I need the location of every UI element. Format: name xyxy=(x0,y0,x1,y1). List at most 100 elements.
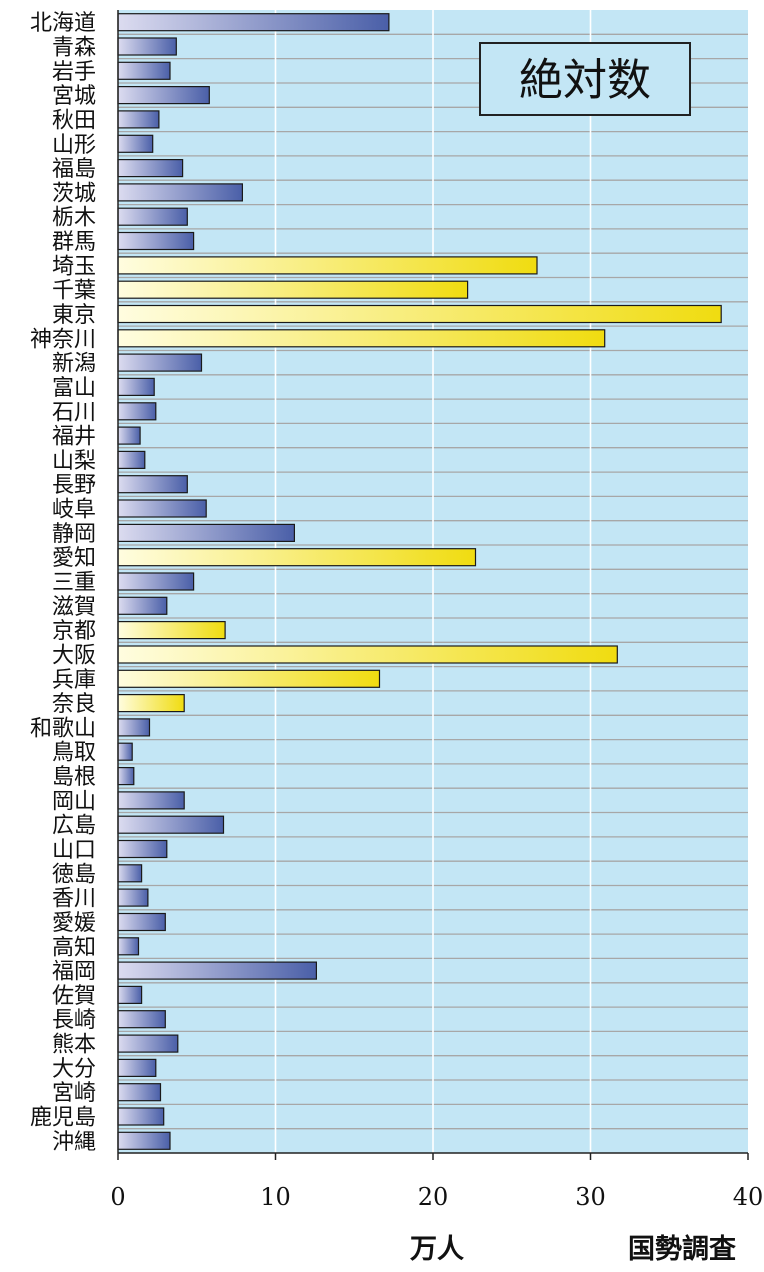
category-label: 広島 xyxy=(52,814,96,839)
bar xyxy=(117,1058,157,1078)
bar xyxy=(117,329,606,348)
category-label: 和歌山 xyxy=(30,716,96,741)
category-label: 兵庫 xyxy=(52,668,96,693)
category-label: 埼玉 xyxy=(52,254,96,279)
bar xyxy=(117,61,171,80)
bar xyxy=(117,1034,179,1053)
category-label: 長野 xyxy=(52,473,96,498)
category-label: 青森 xyxy=(52,36,96,61)
bar xyxy=(117,864,143,883)
category-label: 富山 xyxy=(52,376,96,401)
bar xyxy=(117,572,195,591)
category-label: 島根 xyxy=(52,765,96,790)
bar xyxy=(117,110,160,129)
category-label: 茨城 xyxy=(52,181,96,206)
bar xyxy=(117,669,381,688)
x-axis-label: 万人 xyxy=(410,1234,464,1265)
bar xyxy=(117,402,157,421)
category-label: 佐賀 xyxy=(52,984,96,1009)
category-label: 神奈川 xyxy=(30,327,96,352)
chart-title: 絶対数 xyxy=(519,55,651,106)
tick-label: 20 xyxy=(418,1183,449,1211)
bar xyxy=(117,183,244,202)
bar xyxy=(117,791,185,810)
category-label: 三重 xyxy=(52,571,96,596)
bar xyxy=(117,159,184,178)
category-label: 群馬 xyxy=(52,230,96,255)
bar xyxy=(117,353,203,372)
bar xyxy=(117,377,155,396)
bar xyxy=(117,596,168,615)
bar xyxy=(117,304,722,324)
bar xyxy=(117,766,135,786)
bar xyxy=(117,134,154,153)
tick-label: 0 xyxy=(110,1183,125,1211)
bar xyxy=(117,280,469,299)
category-label: 東京 xyxy=(52,303,96,328)
category-label: 香川 xyxy=(52,887,96,912)
category-label: 山形 xyxy=(52,133,96,158)
category-labels: 北海道青森岩手宮城秋田山形福島茨城栃木群馬埼玉千葉東京神奈川新潟富山石川福井山梨… xyxy=(30,11,96,1155)
category-label: 大分 xyxy=(52,1057,96,1082)
tick-label: 30 xyxy=(575,1183,606,1211)
title-box: 絶対数 xyxy=(479,42,691,116)
x-ticks: 0 10 20 30 40 xyxy=(110,1153,763,1211)
category-label: 長崎 xyxy=(52,1008,96,1033)
category-label: 愛媛 xyxy=(52,911,96,936)
category-label: 福島 xyxy=(52,157,96,182)
bar xyxy=(117,620,226,640)
bar xyxy=(117,548,477,567)
category-label: 鳥取 xyxy=(52,741,96,766)
bar xyxy=(117,961,317,980)
category-label: 福井 xyxy=(52,425,96,450)
category-label: 大阪 xyxy=(52,644,96,669)
category-label: 奈良 xyxy=(52,692,96,717)
category-label: 栃木 xyxy=(52,206,96,231)
category-label: 京都 xyxy=(52,619,96,644)
bar xyxy=(117,207,188,226)
bar xyxy=(117,85,210,105)
bar xyxy=(117,475,188,494)
bar xyxy=(117,231,195,251)
category-label: 鹿児島 xyxy=(30,1106,96,1131)
category-label: 高知 xyxy=(52,935,96,960)
bar xyxy=(117,985,143,1005)
tick-label: 40 xyxy=(733,1183,764,1211)
bar xyxy=(117,523,295,543)
category-label: 静岡 xyxy=(52,522,96,547)
bar xyxy=(117,499,207,518)
category-label: 福岡 xyxy=(52,960,96,985)
bar xyxy=(117,839,168,859)
category-label: 徳島 xyxy=(52,862,96,887)
category-label: 愛知 xyxy=(52,546,96,571)
bar xyxy=(117,37,177,56)
bar xyxy=(117,450,146,469)
tick-label: 10 xyxy=(260,1183,291,1211)
bar xyxy=(117,742,133,761)
bar xyxy=(117,256,538,275)
bar xyxy=(117,13,390,32)
category-label: 岐阜 xyxy=(52,498,96,523)
bar xyxy=(117,888,149,907)
bar xyxy=(117,937,140,956)
category-label: 岡山 xyxy=(52,789,96,814)
category-label: 秋田 xyxy=(52,108,96,133)
source-label: 国勢調査 xyxy=(628,1233,736,1265)
category-label: 沖縄 xyxy=(52,1130,96,1155)
bar xyxy=(117,693,185,713)
bar xyxy=(117,815,225,834)
bar xyxy=(117,1083,162,1102)
category-label: 山口 xyxy=(52,838,96,863)
bar xyxy=(117,1010,166,1029)
category-label: 熊本 xyxy=(52,1033,96,1058)
category-label: 滋賀 xyxy=(52,595,96,620)
category-label: 宮崎 xyxy=(52,1081,96,1106)
bar xyxy=(117,426,141,445)
category-label: 千葉 xyxy=(52,279,96,304)
bar xyxy=(117,718,151,737)
bar xyxy=(117,1131,171,1150)
category-label: 石川 xyxy=(52,400,96,425)
bar xyxy=(117,645,618,664)
category-label: 岩手 xyxy=(52,60,96,85)
